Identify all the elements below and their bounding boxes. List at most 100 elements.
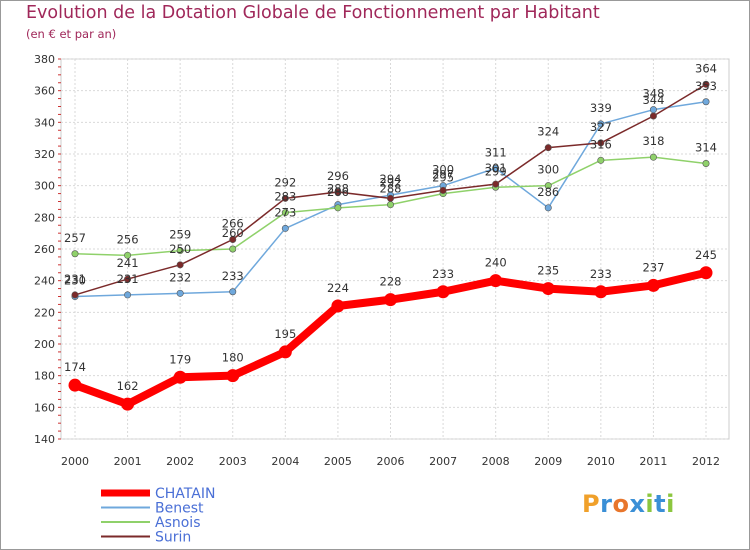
chart-title: Evolution de la Dotation Globale de Fonc… (26, 3, 600, 23)
data-point-benest (544, 204, 552, 212)
data-point-surin (439, 186, 447, 194)
y-tick-label: 280 (34, 211, 55, 224)
legend-label-chatain: CHATAIN (155, 486, 215, 502)
data-point-chatain (384, 293, 397, 307)
data-label-surin: 292 (380, 175, 402, 189)
data-label-benest: 286 (537, 185, 559, 199)
data-point-surin (386, 194, 394, 202)
x-tick-label: 2003 (219, 455, 247, 468)
data-label-benest: 288 (327, 182, 349, 196)
data-point-benest (229, 288, 237, 296)
data-label-chatain: 195 (274, 327, 296, 341)
data-label-benest: 348 (642, 87, 664, 101)
y-tick-label: 320 (34, 148, 55, 161)
x-tick-label: 2010 (587, 455, 615, 468)
data-label-chatain: 224 (327, 281, 349, 295)
x-tick-label: 2002 (166, 455, 194, 468)
logo-letter: o (612, 490, 630, 518)
data-point-chatain (173, 370, 187, 384)
data-point-asnois (281, 209, 289, 217)
data-point-chatain (68, 378, 82, 392)
y-tick-label: 360 (34, 85, 55, 98)
data-point-surin (281, 194, 289, 202)
data-point-asnois (334, 204, 342, 212)
data-label-benest: 273 (274, 205, 296, 219)
data-point-chatain (226, 369, 240, 383)
data-label-benest: 230 (64, 274, 86, 288)
data-label-surin: 231 (64, 272, 86, 286)
logo-letter: x (629, 490, 646, 518)
data-point-surin (544, 144, 552, 152)
data-label-asnois: 288 (380, 182, 402, 196)
x-tick-label: 2006 (377, 455, 405, 468)
data-label-surin: 324 (537, 125, 559, 139)
y-tick-label: 160 (34, 401, 55, 414)
logo-letter: P (582, 490, 601, 518)
x-tick-label: 2012 (692, 455, 720, 468)
data-point-chatain (489, 274, 503, 288)
legend-label-surin: Surin (155, 530, 191, 546)
data-label-surin: 301 (485, 161, 507, 175)
data-label-asnois: 257 (64, 231, 86, 245)
data-label-chatain: 240 (485, 256, 507, 270)
x-tick-label: 2011 (639, 455, 667, 468)
data-label-chatain: 245 (695, 248, 717, 262)
data-point-surin (334, 188, 342, 196)
chart-subtitle: (en € et par an) (26, 27, 117, 41)
data-point-surin (492, 180, 500, 188)
y-tick-label: 300 (34, 180, 55, 193)
data-label-surin: 241 (117, 256, 139, 270)
data-label-benest: 231 (117, 272, 139, 286)
data-label-asnois: 316 (590, 137, 612, 151)
data-point-surin (649, 112, 657, 120)
data-point-benest (492, 164, 500, 172)
y-tick-label: 140 (34, 433, 55, 446)
data-label-benest: 233 (222, 269, 244, 283)
data-label-surin: 266 (222, 217, 244, 231)
data-label-chatain: 237 (642, 260, 664, 274)
data-point-asnois (229, 245, 237, 253)
data-label-asnois: 259 (169, 228, 191, 242)
x-tick-label: 2004 (271, 455, 299, 468)
data-point-asnois (176, 247, 184, 255)
y-tick-label: 240 (34, 275, 55, 288)
data-label-asnois: 260 (222, 226, 244, 240)
data-point-asnois (702, 160, 710, 168)
y-tick-label: 380 (34, 53, 55, 66)
data-point-chatain (278, 345, 292, 359)
x-tick-label: 2001 (114, 455, 142, 468)
proxiti-logo: Proxiti (582, 490, 675, 518)
y-tick-label: 180 (34, 370, 55, 383)
data-point-benest (597, 120, 605, 128)
x-tick-label: 2009 (534, 455, 562, 468)
data-label-asnois: 299 (485, 164, 507, 178)
data-label-chatain: 162 (117, 379, 139, 393)
data-label-chatain: 233 (590, 267, 612, 281)
x-tick-label: 2005 (324, 455, 352, 468)
data-label-asnois: 318 (642, 134, 664, 148)
data-point-chatain (699, 266, 713, 280)
data-point-chatain (646, 278, 660, 292)
data-point-asnois (386, 201, 394, 209)
data-label-chatain: 179 (169, 352, 191, 366)
data-label-benest: 300 (432, 163, 454, 177)
data-label-benest: 339 (590, 101, 612, 115)
data-point-benest (649, 106, 657, 114)
data-point-surin (176, 261, 184, 269)
data-label-chatain: 235 (537, 264, 559, 278)
data-point-asnois (124, 251, 132, 259)
logo-letter: t (654, 490, 667, 518)
data-label-asnois: 283 (274, 190, 296, 204)
data-label-surin: 297 (432, 167, 454, 181)
data-point-benest (281, 224, 289, 232)
data-point-benest (176, 289, 184, 297)
data-label-chatain: 180 (222, 351, 244, 365)
data-label-benest: 353 (695, 79, 717, 93)
x-tick-label: 2008 (482, 455, 510, 468)
data-label-surin: 250 (169, 242, 191, 256)
data-label-surin: 292 (274, 175, 296, 189)
data-point-surin (597, 139, 605, 147)
data-label-asnois: 300 (537, 163, 559, 177)
data-label-chatain: 174 (64, 360, 86, 374)
data-point-benest (702, 98, 710, 106)
